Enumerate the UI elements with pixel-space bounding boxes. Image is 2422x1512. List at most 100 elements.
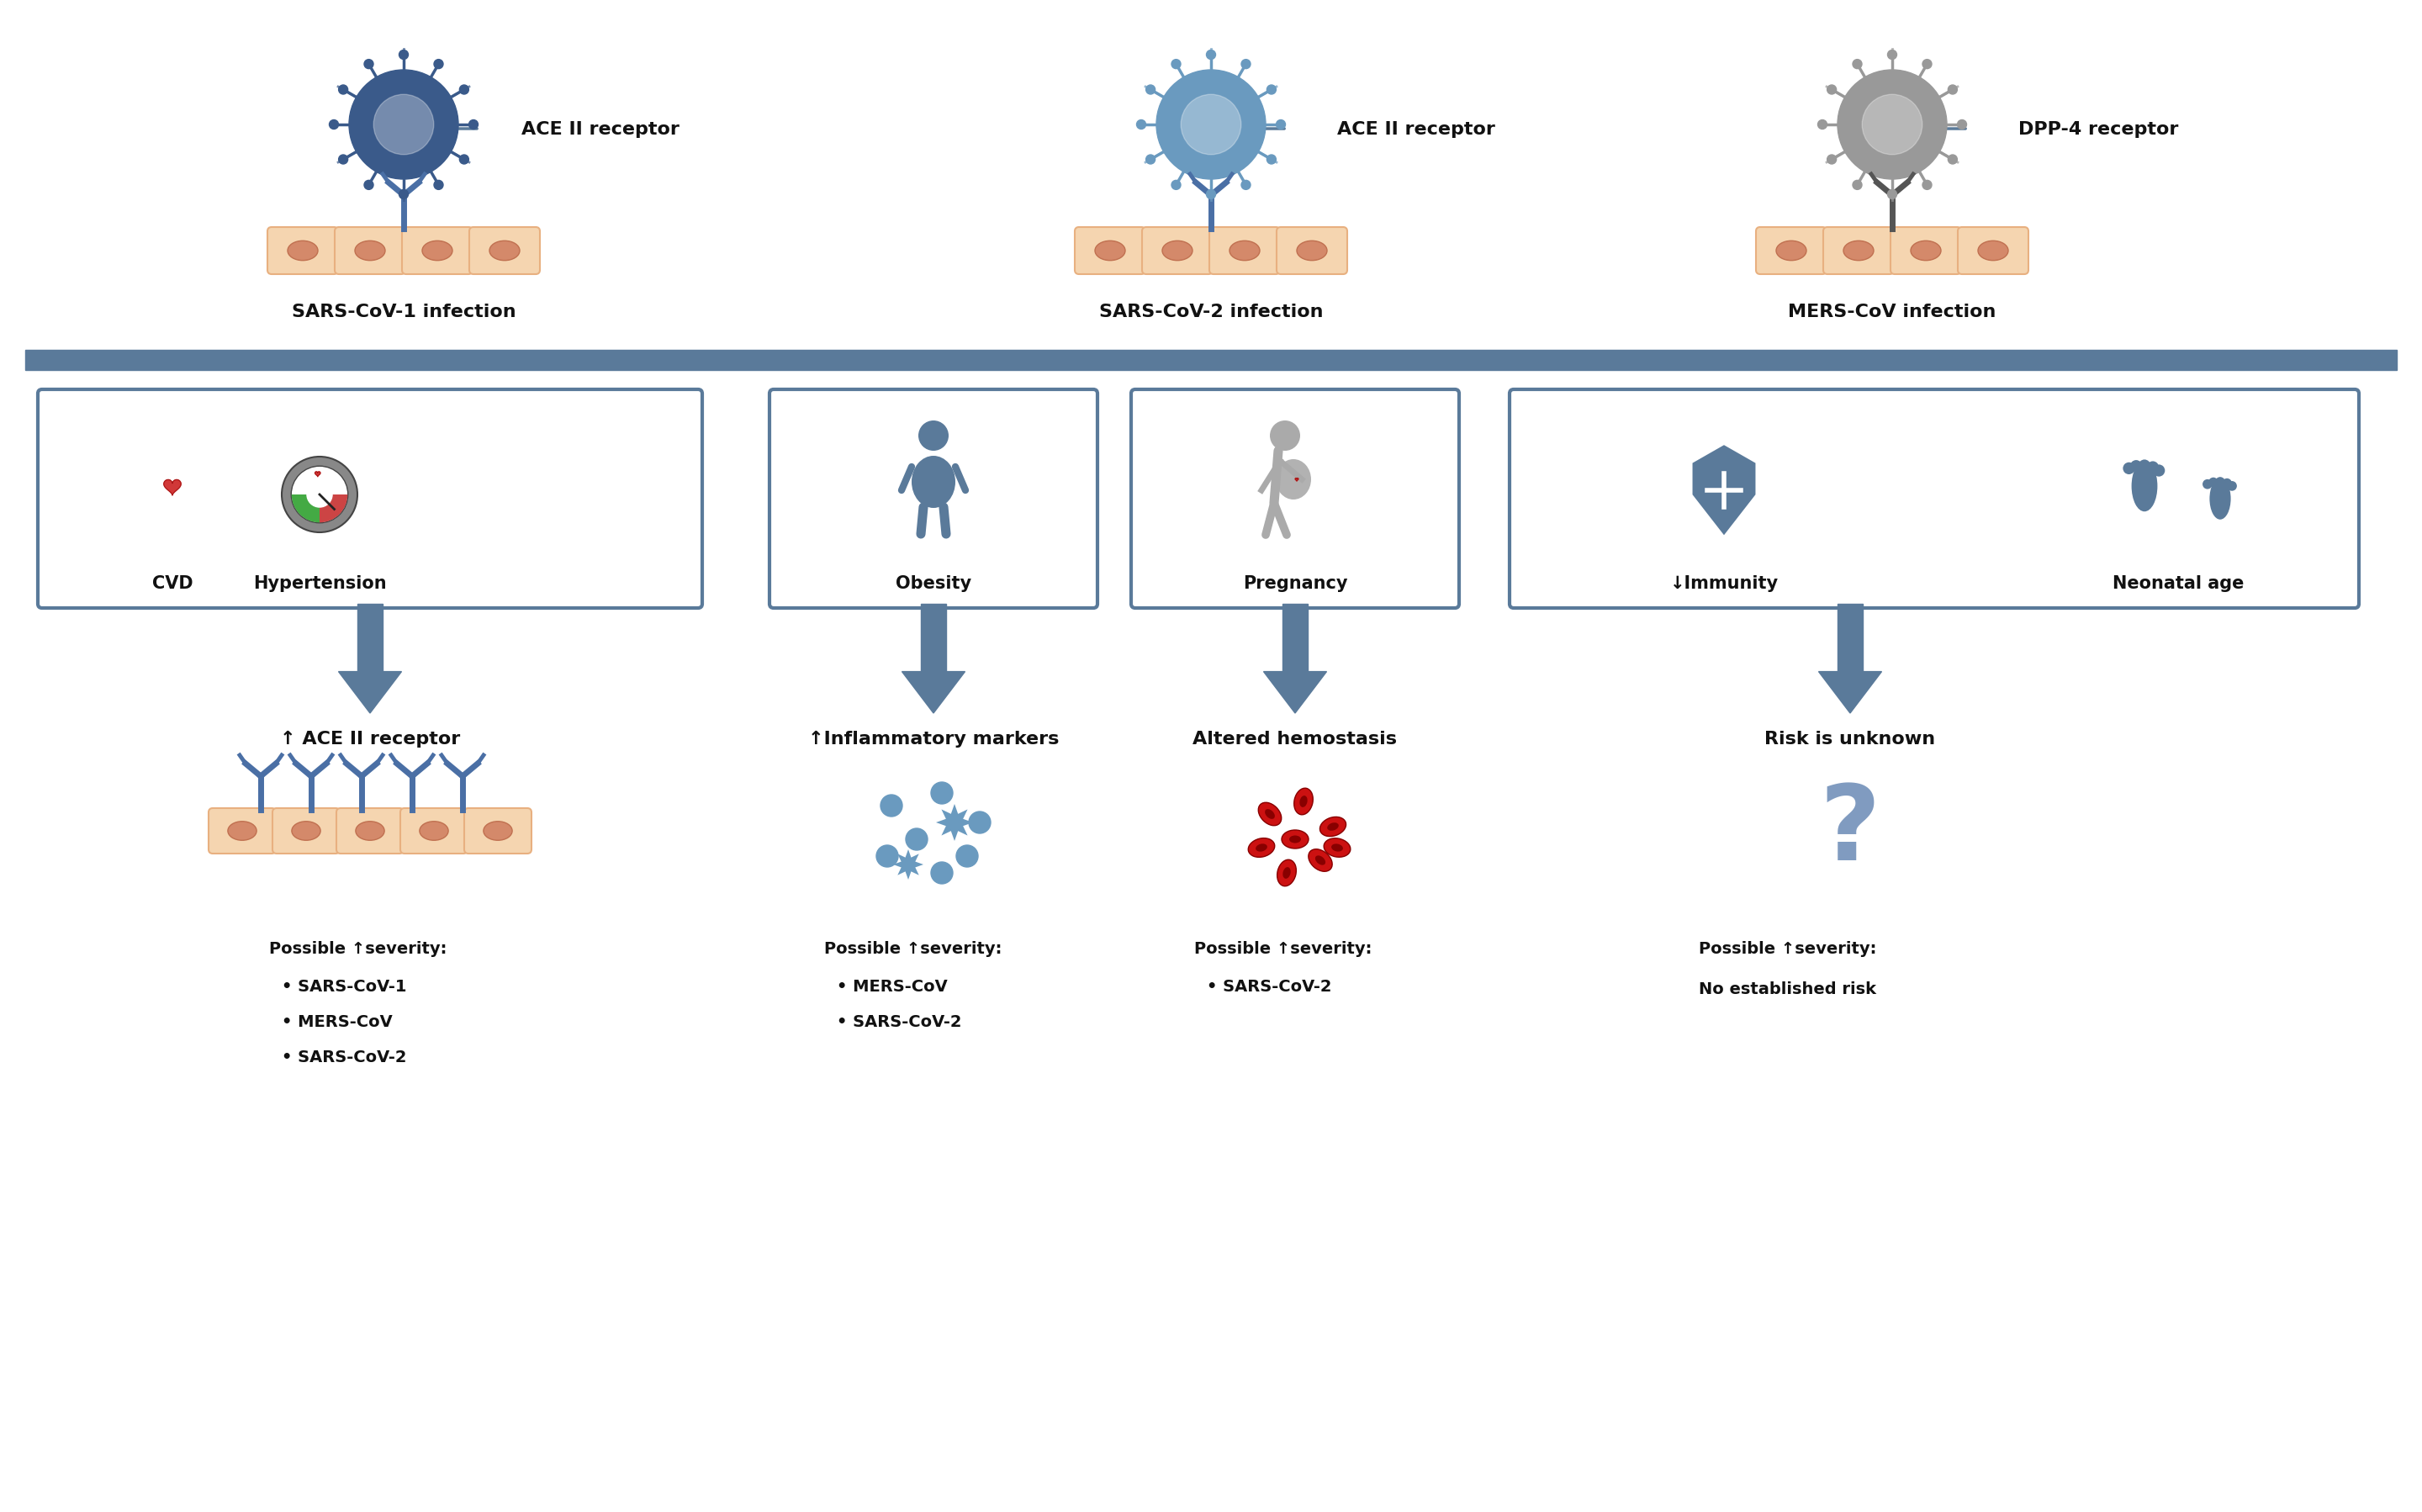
Ellipse shape	[1293, 789, 1313, 815]
Text: Neonatal age: Neonatal age	[2112, 575, 2243, 591]
Circle shape	[2209, 478, 2219, 488]
Text: ?: ?	[1819, 780, 1879, 881]
Text: Hypertension: Hypertension	[252, 575, 385, 591]
Ellipse shape	[2131, 461, 2158, 513]
Ellipse shape	[1276, 460, 1310, 500]
Text: • MERS-CoV: • MERS-CoV	[281, 1013, 392, 1030]
Circle shape	[1276, 121, 1286, 130]
Polygon shape	[1264, 671, 1327, 714]
Text: Obesity: Obesity	[896, 575, 971, 591]
Text: ↑ ACE II receptor: ↑ ACE II receptor	[281, 730, 460, 747]
Text: DPP-4 receptor: DPP-4 receptor	[2018, 121, 2177, 138]
Ellipse shape	[2209, 478, 2231, 520]
FancyBboxPatch shape	[470, 228, 540, 275]
Text: Risk is unknown: Risk is unknown	[1766, 730, 1935, 747]
Circle shape	[1863, 95, 1923, 156]
Circle shape	[1206, 51, 1216, 60]
Circle shape	[1853, 60, 1863, 70]
Circle shape	[2153, 466, 2165, 478]
Circle shape	[1267, 156, 1276, 165]
FancyBboxPatch shape	[1756, 228, 1826, 275]
FancyBboxPatch shape	[1824, 228, 1894, 275]
Text: ↓Immunity: ↓Immunity	[1669, 575, 1778, 591]
Polygon shape	[1691, 445, 1756, 537]
Circle shape	[930, 783, 952, 804]
Circle shape	[1146, 156, 1155, 165]
Circle shape	[882, 795, 903, 816]
Circle shape	[291, 467, 349, 523]
Circle shape	[434, 181, 443, 191]
FancyBboxPatch shape	[920, 605, 947, 671]
Ellipse shape	[1264, 809, 1274, 820]
FancyBboxPatch shape	[1892, 228, 1962, 275]
Circle shape	[1947, 86, 1957, 95]
Ellipse shape	[1230, 242, 1259, 262]
FancyBboxPatch shape	[770, 390, 1097, 608]
Text: MERS-CoV infection: MERS-CoV infection	[1787, 304, 1996, 321]
Ellipse shape	[356, 242, 385, 262]
FancyBboxPatch shape	[1509, 390, 2359, 608]
Ellipse shape	[1315, 856, 1325, 865]
Ellipse shape	[1296, 242, 1327, 262]
FancyBboxPatch shape	[1209, 228, 1279, 275]
Circle shape	[969, 812, 991, 833]
FancyBboxPatch shape	[400, 809, 467, 854]
Circle shape	[1838, 71, 1947, 180]
Circle shape	[1206, 191, 1216, 200]
Text: SARS-CoV-1 infection: SARS-CoV-1 infection	[291, 304, 516, 321]
Text: • SARS-CoV-2: • SARS-CoV-2	[1206, 978, 1332, 995]
Polygon shape	[894, 850, 923, 880]
Circle shape	[2221, 479, 2233, 488]
Polygon shape	[315, 472, 320, 478]
FancyBboxPatch shape	[1143, 228, 1213, 275]
Circle shape	[460, 156, 470, 165]
Text: Pregnancy: Pregnancy	[1242, 575, 1347, 591]
Ellipse shape	[1289, 836, 1301, 844]
Ellipse shape	[356, 821, 385, 841]
Ellipse shape	[1911, 242, 1940, 262]
Circle shape	[1887, 51, 1896, 60]
FancyBboxPatch shape	[24, 351, 2398, 370]
Circle shape	[906, 829, 928, 851]
Ellipse shape	[1281, 830, 1308, 848]
Wedge shape	[291, 494, 320, 523]
Circle shape	[1923, 60, 1933, 70]
FancyBboxPatch shape	[1284, 605, 1308, 671]
Ellipse shape	[1325, 839, 1351, 857]
Ellipse shape	[484, 821, 511, 841]
Circle shape	[460, 86, 470, 95]
FancyBboxPatch shape	[1276, 228, 1347, 275]
Ellipse shape	[1259, 803, 1281, 826]
Ellipse shape	[1284, 868, 1291, 878]
Text: Possible ↑severity:: Possible ↑severity:	[1194, 940, 1371, 957]
Circle shape	[2202, 479, 2211, 490]
Circle shape	[305, 482, 332, 508]
Circle shape	[1267, 86, 1276, 95]
Circle shape	[339, 156, 349, 165]
Circle shape	[918, 420, 949, 451]
Circle shape	[1136, 121, 1146, 130]
Ellipse shape	[1301, 795, 1308, 807]
Circle shape	[1887, 191, 1896, 200]
Ellipse shape	[1843, 242, 1875, 262]
Text: ↑Inflammatory markers: ↑Inflammatory markers	[809, 730, 1058, 747]
Circle shape	[1182, 95, 1240, 156]
Ellipse shape	[419, 821, 448, 841]
Ellipse shape	[1308, 850, 1332, 872]
Circle shape	[1269, 420, 1301, 451]
Circle shape	[1172, 181, 1182, 191]
Circle shape	[1172, 60, 1182, 70]
Circle shape	[1242, 181, 1250, 191]
Ellipse shape	[911, 457, 954, 508]
FancyBboxPatch shape	[1075, 228, 1146, 275]
Ellipse shape	[1276, 860, 1296, 886]
Ellipse shape	[1775, 242, 1807, 262]
Circle shape	[1146, 86, 1155, 95]
Circle shape	[2129, 461, 2141, 473]
Ellipse shape	[291, 821, 320, 841]
Circle shape	[470, 121, 477, 130]
Text: SARS-CoV-2 infection: SARS-CoV-2 infection	[1100, 304, 1322, 321]
Text: ACE II receptor: ACE II receptor	[1337, 121, 1494, 138]
Ellipse shape	[1095, 242, 1126, 262]
Circle shape	[957, 845, 978, 868]
